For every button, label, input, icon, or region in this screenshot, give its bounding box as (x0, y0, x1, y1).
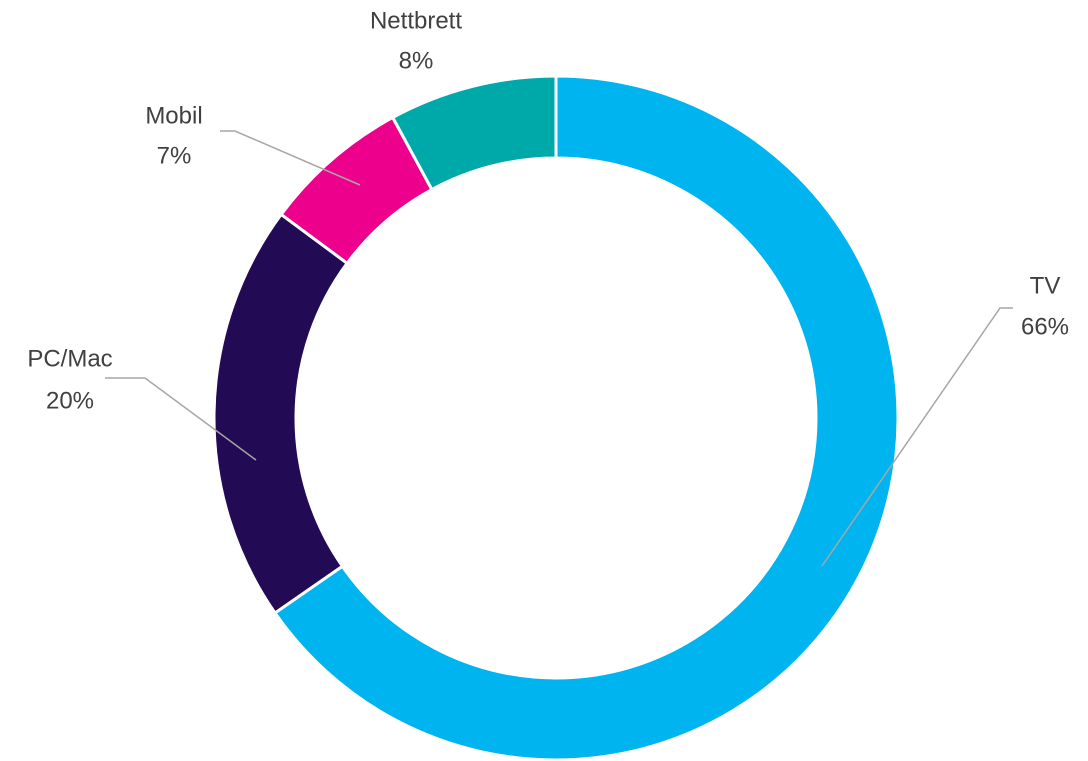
leader-line (105, 377, 257, 461)
category-label: PC/Mac (27, 345, 112, 372)
donut-slice (272, 74, 900, 761)
category-label: Mobil (145, 102, 202, 129)
donut-slice (212, 212, 350, 616)
value-label: 7% (157, 142, 192, 169)
leader-line (821, 307, 1013, 567)
donut-slice (390, 74, 558, 192)
value-label: 8% (399, 47, 434, 74)
value-label: 66% (1021, 313, 1069, 340)
value-label: 20% (46, 387, 94, 414)
category-label: Nettbrett (370, 7, 462, 34)
category-label: TV (1030, 272, 1061, 299)
leader-line (220, 130, 361, 186)
